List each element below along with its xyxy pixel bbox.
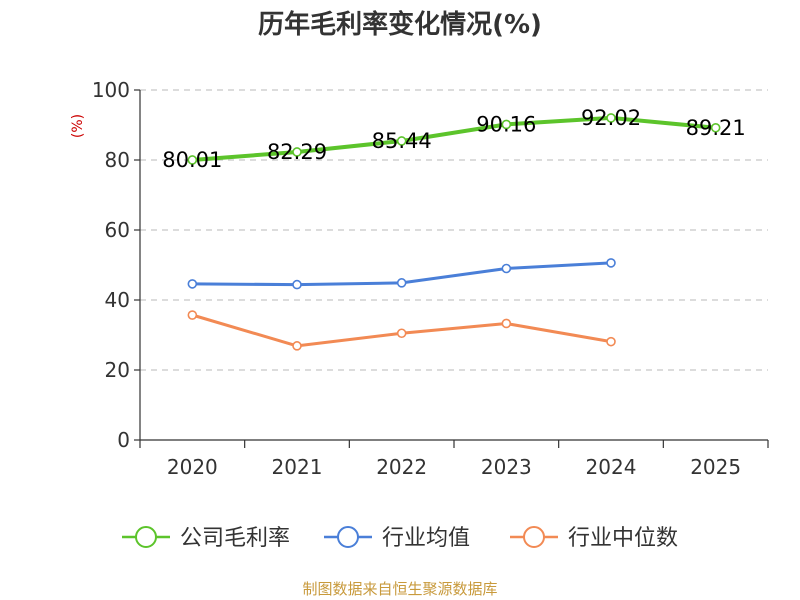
series-2-point-2021: [292, 341, 302, 351]
chart-title: 历年毛利率变化情况(%): [258, 10, 542, 40]
legend-marker-2: [523, 526, 545, 548]
data-label-2025: 89.21: [686, 116, 746, 140]
source-note: 制图数据来自恒生聚源数据库: [302, 580, 498, 598]
series-1-point-2020: [187, 279, 198, 289]
series-2-point-2024: [606, 336, 616, 347]
legend-label-0: 公司毛利率: [180, 526, 290, 551]
legend: 公司毛利率 行业均值 行业中位数: [122, 526, 678, 551]
series-line-0: [192, 115, 716, 162]
series-lines: [187, 113, 721, 351]
data-label-2021: 82.29: [267, 140, 327, 164]
data-label-2024: 92.02: [581, 106, 641, 130]
legend-label-2: 行业中位数: [568, 526, 678, 551]
legend-marker-0: [135, 526, 157, 548]
y-tick-label-80: 80: [105, 148, 130, 172]
data-label-2023: 90.16: [476, 112, 536, 136]
y-tick-label-60: 60: [105, 218, 130, 242]
y-axis-unit-label: (%): [70, 114, 86, 138]
x-tick-label-2023: 2023: [481, 455, 532, 479]
series-0-point-2023: [501, 119, 512, 130]
series-0-point-2022: [396, 136, 407, 146]
series-1-point-2023: [501, 263, 512, 274]
data-labels: 80.01 82.29 85.44 90.16 92.02 89.21: [162, 106, 745, 172]
series-1-point-2021: [292, 279, 302, 290]
y-tick-label-100: 100: [92, 78, 130, 102]
data-label-2020: 80.01: [162, 148, 222, 172]
legend-marker-1: [337, 526, 359, 548]
x-tick-label-2020: 2020: [167, 455, 218, 479]
series-0-point-2020: [187, 155, 198, 165]
series-0-point-2024: [606, 113, 616, 123]
y-tick-label-40: 40: [105, 288, 130, 312]
gridlines: [140, 89, 768, 371]
series-2-point-2022: [396, 328, 407, 339]
x-tick-label-2025: 2025: [690, 455, 741, 479]
x-tick-label-2021: 2021: [272, 455, 323, 479]
series-2-point-2023: [501, 318, 512, 329]
y-tick-label-0: 0: [117, 428, 130, 452]
series-1-point-2022: [396, 278, 407, 288]
series-1-point-2024: [606, 258, 616, 268]
legend-label-1: 行业均值: [382, 526, 470, 551]
x-tick-label-2022: 2022: [376, 455, 427, 479]
series-2-point-2020: [187, 310, 198, 320]
y-tick-label-20: 20: [105, 358, 130, 382]
x-tick-label-2024: 2024: [586, 455, 637, 479]
data-label-2022: 85.44: [372, 129, 432, 153]
axes: 0 20 40 60 80 100 2020 2021 2022 2023 2024 2025: [92, 78, 769, 479]
series-0-point-2025: [710, 122, 721, 133]
series-0-point-2021: [292, 147, 302, 157]
